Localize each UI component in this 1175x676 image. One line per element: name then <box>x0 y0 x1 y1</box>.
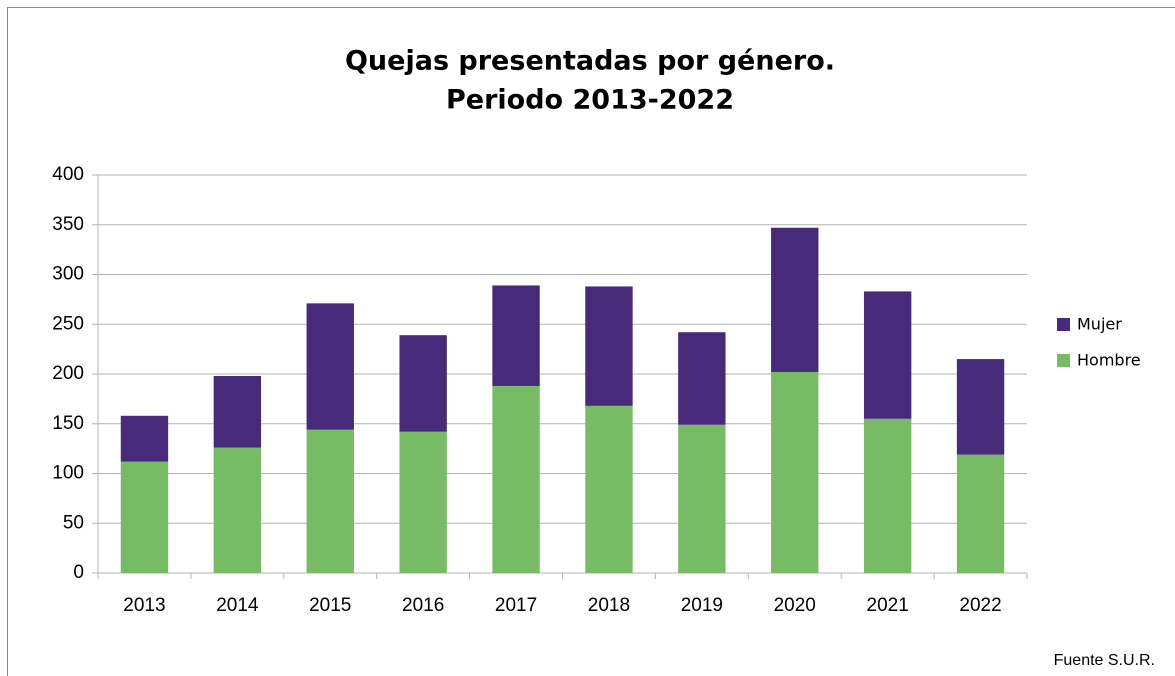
bar <box>306 429 354 573</box>
x-tick-label: 2018 <box>588 595 630 616</box>
bar <box>399 335 447 432</box>
legend-swatch <box>1057 354 1070 367</box>
x-tick-label: 2015 <box>309 595 351 616</box>
y-tick-label: 150 <box>52 413 84 434</box>
bar <box>678 424 726 573</box>
chart-title: Quejas presentadas por género. <box>345 46 835 77</box>
x-tick-label: 2019 <box>681 595 723 616</box>
bar <box>956 359 1005 455</box>
x-tick-label: 2022 <box>959 595 1001 616</box>
legend-label: Mujer <box>1077 315 1122 334</box>
source: Fuente S.U.R. <box>1054 652 1155 669</box>
bar <box>120 461 169 573</box>
x-tick-label: 2014 <box>216 595 259 616</box>
legend-swatch <box>1057 318 1070 331</box>
bar <box>771 372 819 573</box>
bar <box>213 447 262 573</box>
bar <box>213 375 262 448</box>
bar <box>399 431 447 573</box>
bar <box>863 418 912 573</box>
y-tick-label: 0 <box>73 562 84 583</box>
x-tick-label: 2017 <box>495 595 537 616</box>
y-tick-label: 200 <box>52 363 84 384</box>
y-tick-label: 250 <box>52 313 84 334</box>
bar <box>306 303 354 430</box>
chart-title: Periodo 2013-2022 <box>446 85 734 116</box>
bar <box>492 385 540 573</box>
bar <box>678 332 726 425</box>
bar <box>492 285 540 386</box>
bar <box>771 227 819 373</box>
bar <box>585 286 633 406</box>
y-tick-label: 50 <box>63 512 84 533</box>
bar <box>585 405 633 573</box>
x-tick-label: 2016 <box>402 595 444 616</box>
bar <box>863 291 912 419</box>
bar <box>956 454 1005 573</box>
y-tick-label: 300 <box>52 264 84 285</box>
frame <box>7 7 1175 676</box>
y-tick-label: 350 <box>52 214 84 235</box>
bar <box>120 415 169 462</box>
x-tick-label: 2020 <box>774 595 816 616</box>
y-tick-label: 400 <box>52 164 84 185</box>
x-tick-label: 2021 <box>867 595 909 616</box>
y-tick-label: 100 <box>52 463 84 484</box>
legend-label: Hombre <box>1077 351 1141 370</box>
x-tick-label: 2013 <box>123 595 165 616</box>
